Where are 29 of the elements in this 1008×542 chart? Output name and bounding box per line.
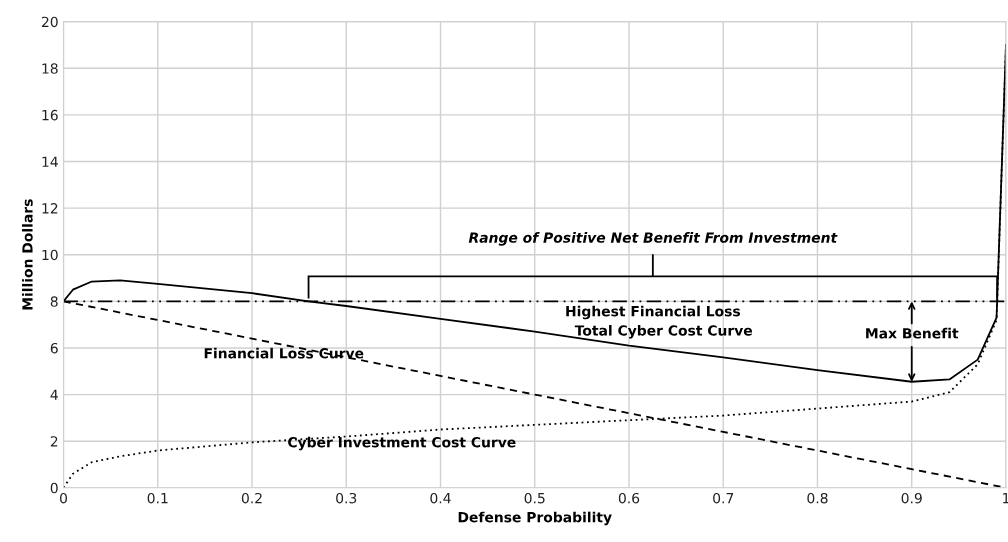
y-tick-label: 12: [42, 203, 58, 214]
x-tick-label: 0.4: [430, 492, 451, 504]
ref-line-label: Highest Financial Loss: [566, 305, 741, 320]
series-label: Total Cyber Cost Curve: [574, 324, 753, 339]
y-tick-label: 16: [42, 109, 58, 121]
annotation: Max Benefit: [866, 327, 959, 339]
series-label: Financial Loss Curve: [204, 347, 364, 359]
x-tick-label: 0.8: [807, 492, 828, 504]
y-tick-label: 8: [50, 296, 58, 307]
x-axis-title: Defense Probability: [458, 511, 612, 526]
y-axis-title: Million Dollars: [21, 199, 33, 310]
y-tick-label: 14: [42, 156, 58, 167]
x-tick-label: 0.9: [901, 492, 922, 504]
x-tick-label: 0.2: [241, 492, 262, 504]
x-tick-label: 0.7: [713, 492, 734, 504]
y-tick-label: 2: [50, 436, 58, 447]
y-tick-label: 18: [42, 63, 58, 74]
y-tick-label: 10: [42, 249, 58, 261]
x-tick-label: 0.1: [147, 492, 168, 504]
x-tick-label: 0: [60, 492, 67, 504]
x-tick-label: 0.5: [524, 492, 545, 504]
x-tick-label: 0.6: [618, 492, 640, 504]
y-tick-label: 20: [41, 16, 58, 28]
series-label: Cyber Investment Cost Curve: [288, 436, 516, 451]
x-tick-label: 0.3: [336, 492, 357, 504]
annotation: Range of Positive Net Benefit From Investment: [468, 232, 838, 246]
y-tick-label: 4: [50, 389, 58, 400]
y-tick-label: 6: [50, 342, 58, 354]
y-tick-label: 0: [50, 482, 58, 494]
